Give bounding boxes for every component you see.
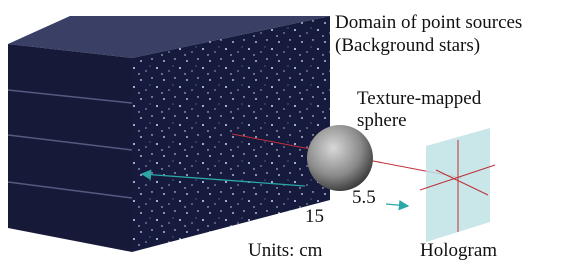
units-label: Units: cm: [248, 240, 323, 261]
distance-label: 5.5: [352, 187, 376, 208]
sphere: [307, 125, 373, 191]
sphere-label: Texture-mapped: [357, 88, 482, 109]
hologram-label: Hologram: [420, 240, 497, 261]
box: [8, 16, 330, 252]
domain-note: (Background stars): [335, 35, 480, 56]
arrow-5-5: [386, 204, 408, 206]
domain-label: Domain of point sources: [335, 12, 522, 33]
hologram-shape: [420, 128, 495, 242]
sphere-label: sphere: [357, 110, 407, 131]
diagram: Domain of point sources (Background star…: [0, 0, 576, 262]
distance-label: 15: [305, 206, 324, 227]
